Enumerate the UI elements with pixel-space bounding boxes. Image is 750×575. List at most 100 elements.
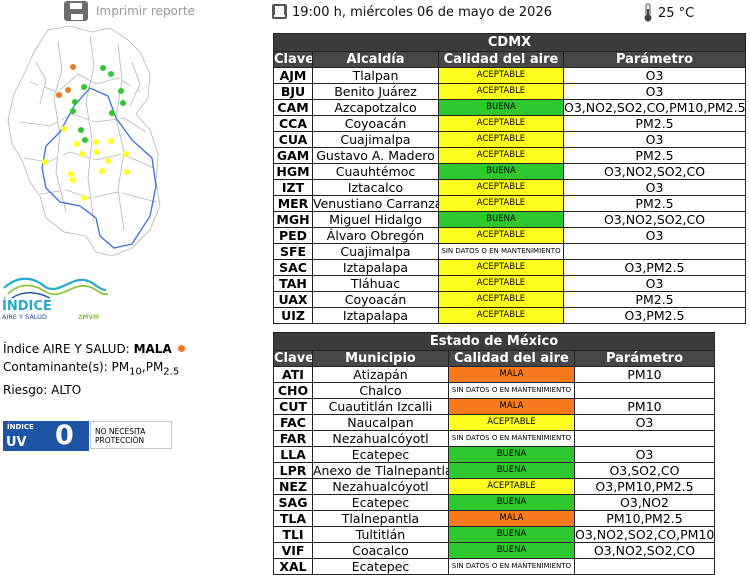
air-quality-badge: BUENA <box>438 211 564 228</box>
station-marker[interactable] <box>118 88 124 94</box>
parameters <box>574 430 715 447</box>
air-quality-badge: ACEPTABLE <box>438 115 564 132</box>
air-quality-badge: ACEPTABLE <box>438 227 564 244</box>
station-marker[interactable] <box>109 110 115 116</box>
station-marker[interactable] <box>68 171 74 177</box>
index-value: MALA <box>133 342 172 356</box>
station-code: NEZ <box>273 478 313 495</box>
station-marker[interactable] <box>70 64 76 70</box>
station-marker[interactable] <box>72 99 78 105</box>
air-quality-badge: ACEPTABLE <box>438 259 564 276</box>
station-name: Venustiano Carranza <box>312 195 439 212</box>
parameters: O3,NO2,SO2,CO <box>574 542 715 559</box>
station-code: SAG <box>273 494 313 511</box>
parameters: PM2.5 <box>562 115 747 132</box>
station-marker[interactable] <box>123 151 129 157</box>
station-marker[interactable] <box>108 71 114 77</box>
table-row: ATI Atizapán MALA PM10 <box>273 366 715 383</box>
station-name: Cuajimalpa <box>312 243 439 260</box>
table-row: PED Álvaro Obregón ACEPTABLE O3 <box>273 227 747 244</box>
station-marker[interactable] <box>100 65 106 71</box>
edomex-stations-table: Estado de México Clave Municipio Calidad… <box>273 332 715 575</box>
column-header-municipio: Municipio <box>312 350 449 367</box>
station-name: Naucalpan <box>312 414 449 431</box>
table-row: CAM Azcapotzalco BUENA O3,NO2,SO2,CO,PM10,P… <box>273 99 747 116</box>
air-quality-badge: BUENA <box>448 526 575 543</box>
pollutant-pm25-sub: 2.5 <box>163 366 180 378</box>
station-marker[interactable] <box>120 100 126 106</box>
table-row: FAC Naucalpan ACEPTABLE O3 <box>273 414 715 431</box>
air-quality-badge: ACEPTABLE <box>438 131 564 148</box>
map-border-line <box>53 41 67 213</box>
station-marker[interactable] <box>79 151 85 157</box>
stations-map[interactable] <box>0 22 165 267</box>
risk-line: Riesgo: ALTO <box>3 381 185 399</box>
station-name: Anexo de Tlalnepantla <box>312 462 449 479</box>
station-name: Ecatepec <box>312 494 449 511</box>
map-border-line <box>85 35 95 223</box>
table-row: NEZ Nezahualcóyotl ACEPTABLE O3,PM10,PM2.5 <box>273 478 715 495</box>
station-marker[interactable] <box>81 195 87 201</box>
station-marker[interactable] <box>42 159 48 165</box>
station-marker[interactable] <box>108 138 114 144</box>
parameters: O3,NO2 <box>574 494 715 511</box>
station-name: Tultitlán <box>312 526 449 543</box>
station-marker[interactable] <box>105 158 111 164</box>
station-marker[interactable] <box>70 177 76 183</box>
station-marker[interactable] <box>74 141 80 147</box>
print-report-button[interactable]: Imprimir reporte <box>64 0 195 22</box>
station-marker[interactable] <box>81 84 87 90</box>
column-header-parametro: Parámetro <box>562 51 747 68</box>
air-health-index-summary: Índice AIRE Y SALUD: MALA Contaminante(s… <box>3 340 185 399</box>
table-row: MER Venustiano Carranza ACEPTABLE PM2.5 <box>273 195 747 212</box>
station-code: PED <box>273 227 313 244</box>
station-marker[interactable] <box>94 149 100 155</box>
pollutants-line: Contaminante(s): PM10,PM2.5 <box>3 360 180 378</box>
station-code: UAX <box>273 291 313 308</box>
station-marker[interactable] <box>93 139 99 145</box>
station-marker[interactable] <box>82 137 88 143</box>
column-header-parametro: Parámetro <box>574 350 715 367</box>
index-label: Índice AIRE Y SALUD: <box>3 342 130 356</box>
station-code: AJM <box>273 67 313 84</box>
station-marker[interactable] <box>65 87 71 93</box>
map-border-line <box>115 43 125 231</box>
parameters: O3 <box>574 446 715 463</box>
parameters: O3 <box>562 83 747 100</box>
risk-label: Riesgo: <box>3 383 48 398</box>
table-row: HGM Cuauhtémoc BUENA O3,NO2,SO2,CO <box>273 163 747 180</box>
station-marker[interactable] <box>61 126 67 132</box>
station-code: ATI <box>273 366 313 383</box>
parameters: O3,NO2,SO2,CO <box>562 163 747 180</box>
station-name: Ecatepec <box>312 558 449 575</box>
parameters: PM10 <box>574 366 715 383</box>
station-name: Atizapán <box>312 366 449 383</box>
station-marker[interactable] <box>56 92 62 98</box>
station-code: GAM <box>273 147 313 164</box>
parameters: PM2.5 <box>562 291 747 308</box>
station-marker[interactable] <box>70 108 76 114</box>
station-name: Ecatepec <box>312 446 449 463</box>
station-marker[interactable] <box>78 127 84 133</box>
air-quality-badge: ACEPTABLE <box>438 195 564 212</box>
column-header-calidad: Calidad del aire <box>438 51 564 68</box>
table-row: SFE Cuajimalpa SIN DATOS O EN MANTENIMIENT… <box>273 243 747 260</box>
map-border-line <box>35 61 47 105</box>
parameters: O3 <box>574 414 715 431</box>
station-marker[interactable] <box>124 169 130 175</box>
station-name: Benito Juárez <box>312 83 439 100</box>
parameters: PM10 <box>574 398 715 415</box>
parameters: O3,NO2,SO2,CO,PM10 <box>574 526 715 543</box>
station-code: IZT <box>273 179 313 196</box>
map-border-line <box>39 189 157 203</box>
station-code: BJU <box>273 83 313 100</box>
air-quality-badge: MALA <box>448 366 575 383</box>
station-marker[interactable] <box>99 168 105 174</box>
parameters: PM2.5 <box>562 195 747 212</box>
temperature: 25 °C <box>658 6 695 21</box>
report-datetime: 19:00 h, miércoles 06 de mayo de 2026 <box>292 5 552 20</box>
air-quality-badge: ACEPTABLE <box>438 147 564 164</box>
indice-aire-salud-logo: ÍNDICE AIRE Y SALUD ZMVM <box>2 277 109 321</box>
parameters: O3,NO2,SO2,CO <box>562 211 747 228</box>
cdmx-boundary <box>41 87 157 249</box>
